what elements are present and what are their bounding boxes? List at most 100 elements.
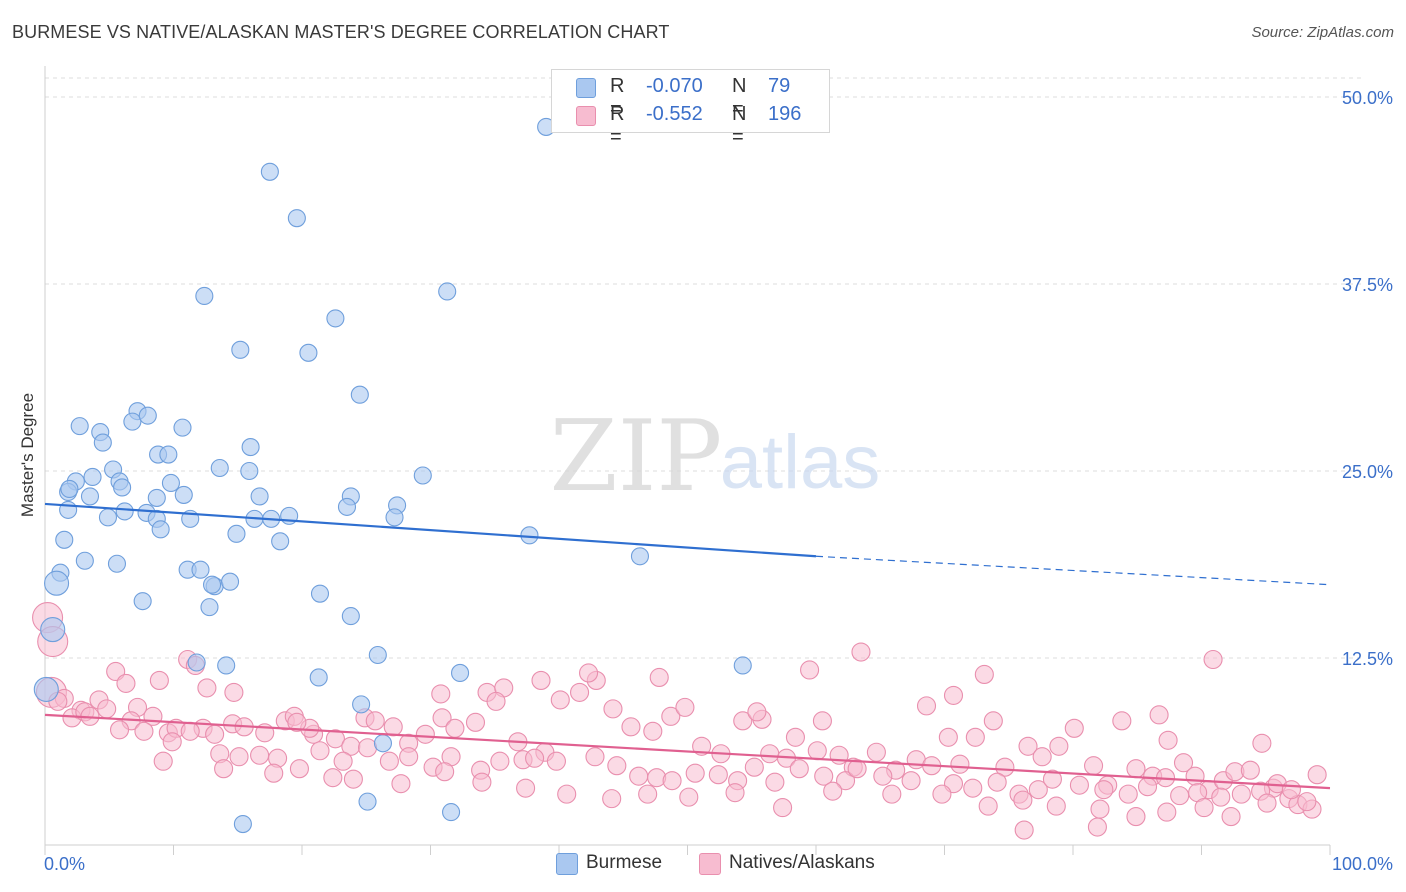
burmese-point	[326, 309, 345, 328]
natives-point	[847, 759, 867, 779]
natives-point	[987, 772, 1007, 792]
burmese-point	[203, 575, 222, 594]
natives-point	[607, 756, 627, 776]
natives-point	[229, 747, 249, 767]
natives-point	[1170, 786, 1190, 806]
burmese-point	[191, 560, 210, 579]
natives-point	[621, 717, 641, 737]
burmese-point	[350, 385, 369, 404]
natives-point	[807, 741, 827, 761]
natives-point	[1028, 780, 1048, 800]
natives-point	[916, 696, 937, 716]
burmese-point	[733, 656, 752, 675]
burmese-point	[44, 570, 70, 596]
natives-point	[661, 706, 681, 726]
natives-point	[800, 660, 820, 680]
natives-point	[1137, 777, 1158, 797]
natives-point	[445, 718, 465, 738]
natives-point	[1013, 790, 1033, 810]
natives-points	[32, 602, 1327, 840]
natives-point	[836, 771, 856, 791]
natives-point	[224, 682, 244, 702]
natives-legend-swatch	[699, 853, 721, 875]
natives-point	[323, 768, 343, 788]
natives-point	[486, 691, 506, 711]
natives-point	[287, 712, 307, 732]
n-label: N =	[732, 75, 747, 120]
burmese-point	[438, 282, 457, 301]
natives-legend-label: Natives/Alaskans	[729, 852, 875, 873]
natives-point	[675, 697, 695, 717]
r-value: -0.070	[646, 75, 703, 97]
burmese-point	[287, 209, 306, 228]
natives-point	[1042, 769, 1062, 789]
natives-point	[134, 721, 154, 741]
burmese-point	[241, 438, 260, 457]
natives-point	[812, 711, 832, 731]
natives-point	[747, 702, 767, 722]
natives-point	[1240, 760, 1260, 780]
natives-point	[432, 708, 452, 728]
natives-point	[379, 751, 399, 771]
n-value: 196	[768, 103, 802, 125]
natives-point	[679, 787, 699, 807]
natives-point	[116, 673, 136, 693]
burmese-point	[233, 815, 252, 834]
burmese-point	[173, 418, 192, 437]
natives-point	[983, 711, 1003, 731]
r-label: R =	[610, 103, 625, 148]
natives-point	[357, 738, 378, 758]
natives-point	[692, 736, 712, 756]
watermark-zip: ZIP	[550, 400, 723, 514]
natives-point	[963, 778, 983, 798]
natives-swatch	[576, 106, 596, 126]
natives-point	[431, 684, 451, 704]
natives-point	[814, 766, 834, 786]
natives-point	[1018, 736, 1038, 756]
natives-point	[649, 667, 669, 687]
natives-point	[823, 781, 843, 801]
burmese-point	[115, 502, 134, 521]
watermark-atlas: atlas	[720, 420, 881, 505]
burmese-point	[40, 617, 66, 643]
natives-point	[1173, 753, 1194, 773]
natives-point	[1307, 765, 1327, 785]
burmese-point	[70, 417, 89, 436]
natives-point	[1194, 798, 1214, 818]
burmese-point	[299, 343, 318, 362]
burmese-trend-line	[44, 502, 817, 558]
natives-point	[1046, 796, 1066, 816]
natives-point	[465, 712, 486, 732]
burmese-point	[174, 485, 193, 504]
natives-point	[785, 727, 805, 747]
burmese-point	[309, 668, 328, 687]
y-tick-label: 25.0%	[1342, 462, 1393, 482]
natives-point	[579, 663, 599, 683]
natives-point	[932, 784, 952, 804]
natives-point	[603, 699, 623, 719]
burmese-point	[123, 412, 142, 431]
natives-point	[153, 751, 173, 771]
natives-point	[550, 690, 570, 710]
burmese-point	[260, 162, 279, 181]
natives-point	[1069, 775, 1089, 795]
natives-point	[180, 721, 200, 741]
natives-point	[943, 685, 964, 705]
burmese-point	[231, 340, 250, 359]
natives-point	[1158, 730, 1178, 750]
r-label: R =	[610, 75, 625, 120]
natives-point	[435, 762, 455, 782]
burmese-point	[442, 803, 461, 822]
natives-point	[310, 741, 330, 761]
natives-point	[365, 711, 385, 731]
natives-point	[638, 784, 658, 804]
natives-point	[1032, 747, 1052, 767]
natives-point	[525, 748, 545, 768]
burmese-point	[55, 530, 74, 549]
chart-title: BURMESE VS NATIVE/ALASKAN MASTER'S DEGRE…	[12, 22, 670, 42]
natives-point	[1090, 799, 1110, 819]
natives-point	[901, 771, 921, 791]
burmese-point	[59, 500, 78, 519]
burmese-point	[352, 695, 371, 714]
natives-point	[1157, 802, 1177, 822]
